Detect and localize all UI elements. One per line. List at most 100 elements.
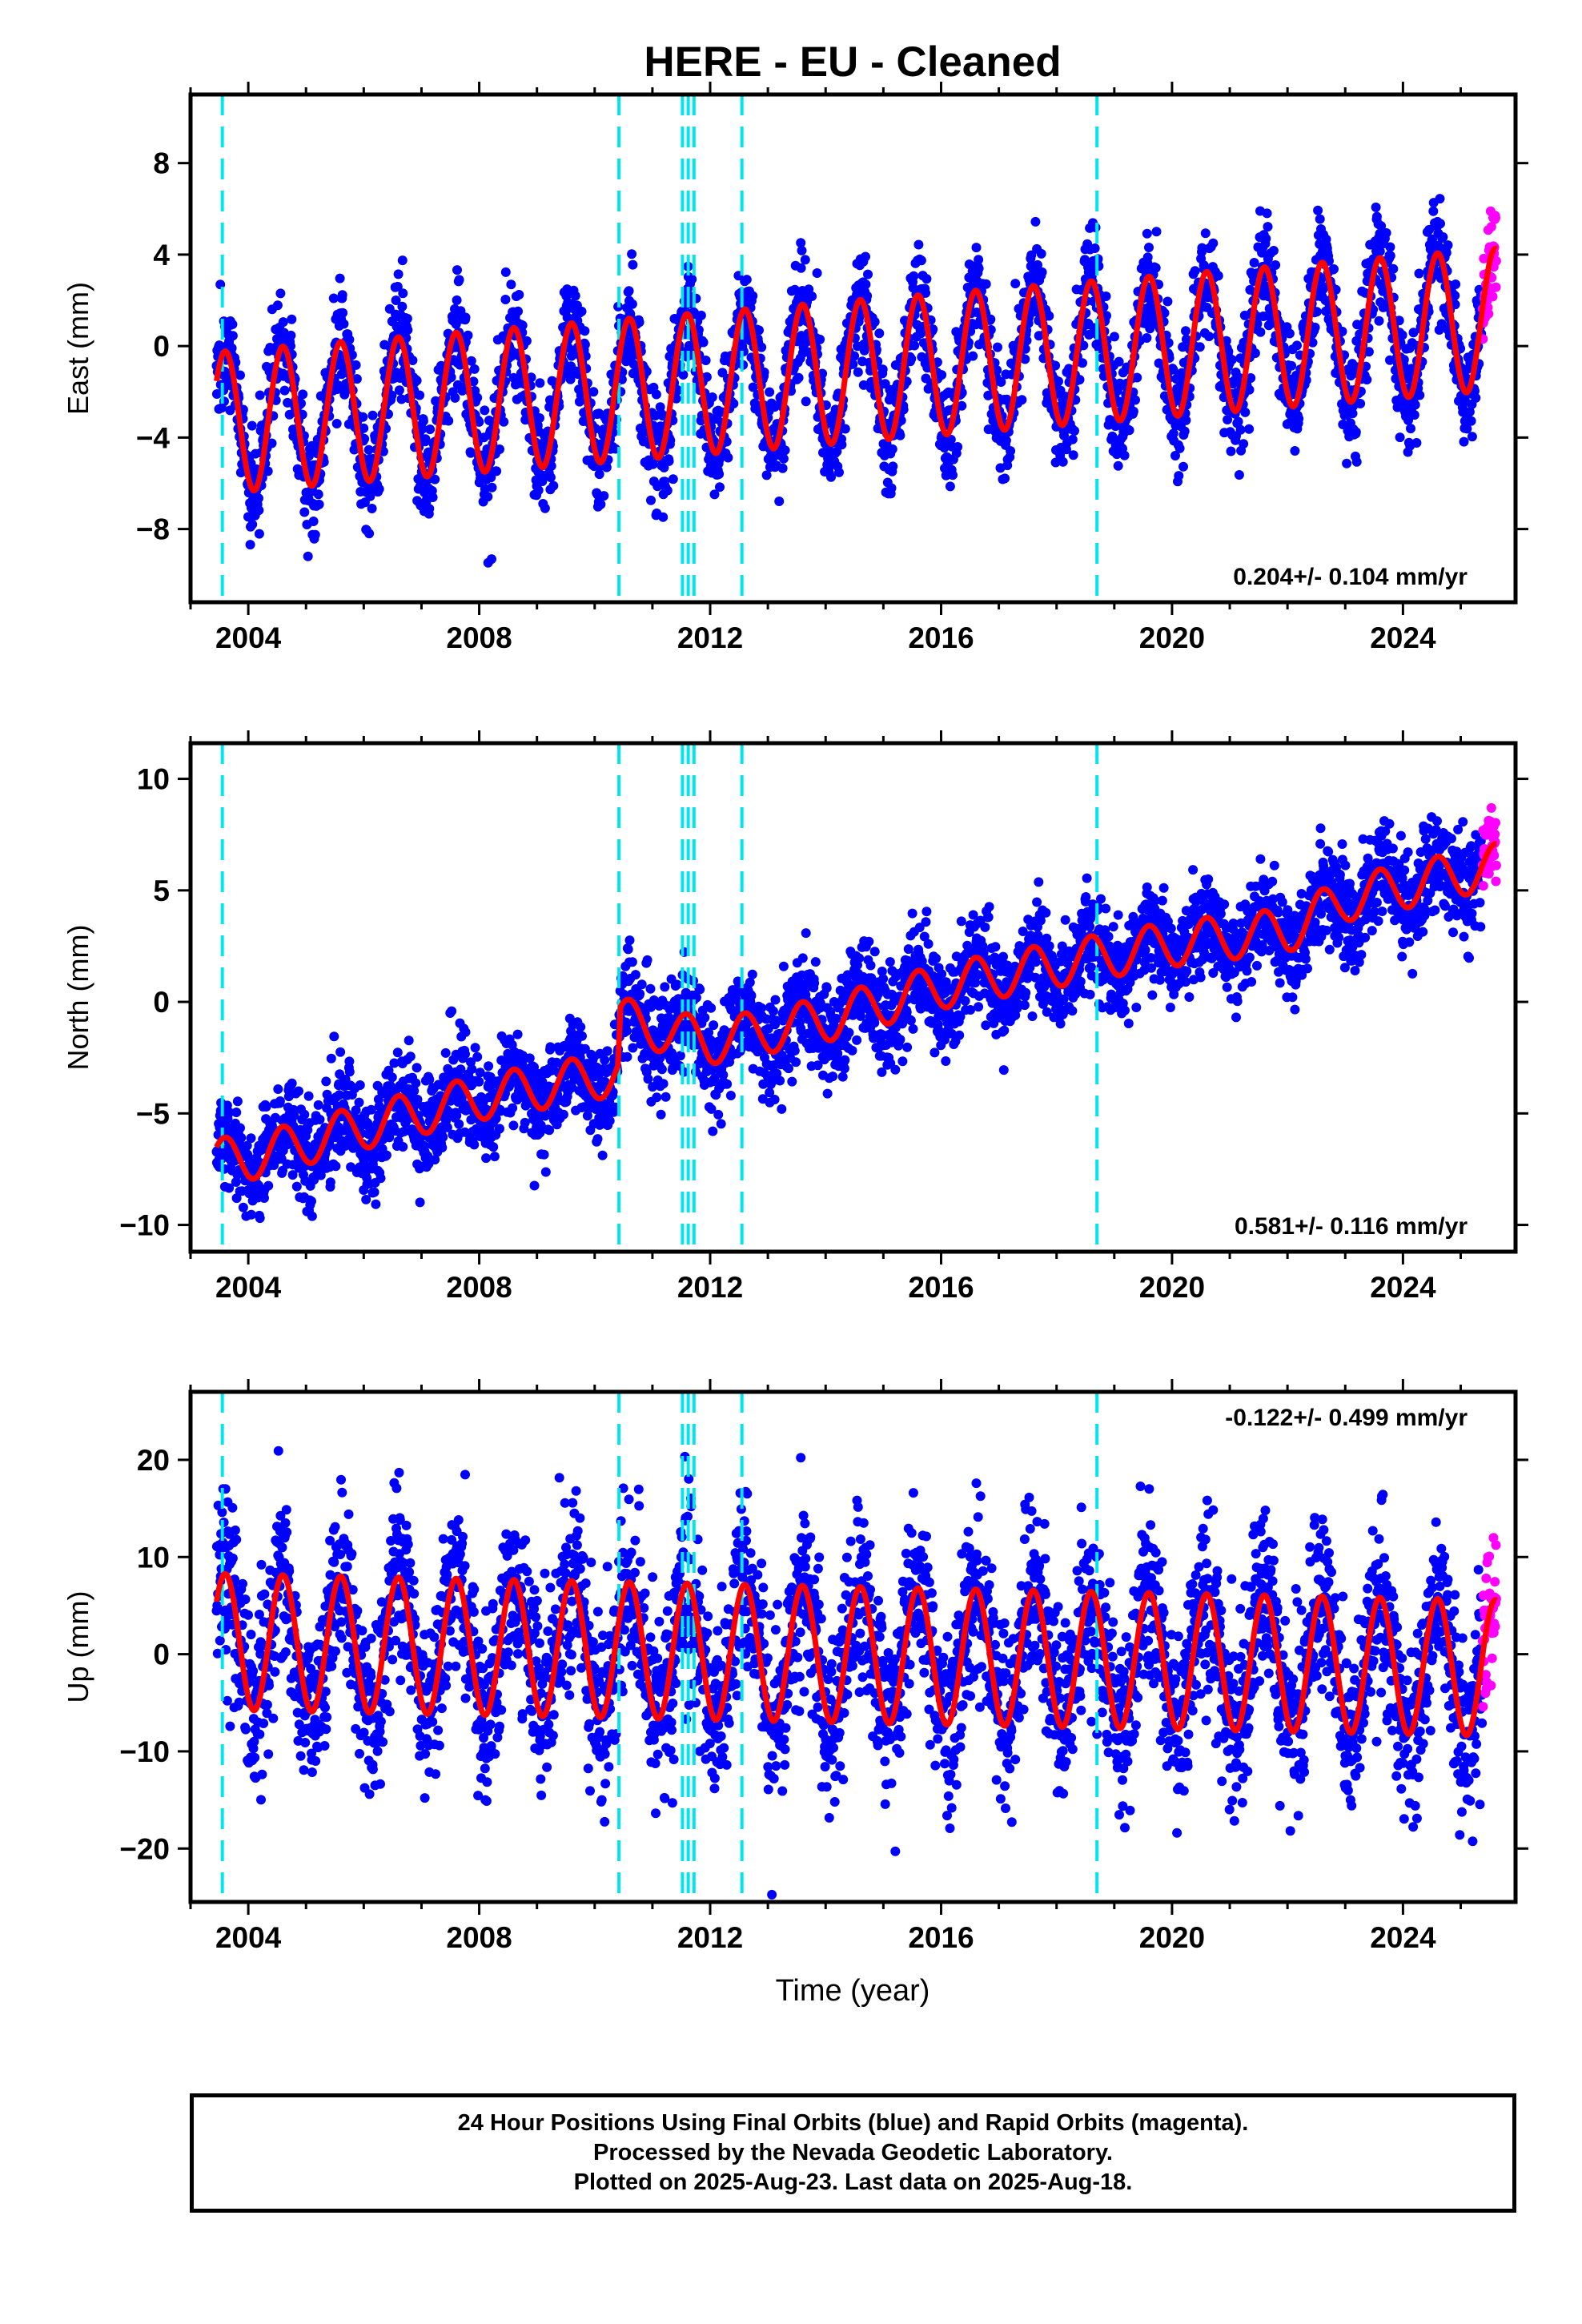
final-orbit-point <box>815 334 825 344</box>
final-orbit-point <box>789 284 800 295</box>
final-orbit-point <box>777 463 788 473</box>
final-orbit-point <box>646 495 656 505</box>
final-orbit-point <box>420 434 431 444</box>
final-orbit-point <box>1466 416 1476 426</box>
final-orbit-point <box>1068 450 1078 460</box>
final-orbit-point <box>1213 271 1223 281</box>
final-orbit-point <box>1090 243 1100 253</box>
final-orbit-point <box>1162 296 1173 307</box>
final-orbit-point <box>1290 446 1300 456</box>
final-orbit-point <box>1181 326 1191 336</box>
final-orbit-point <box>623 944 633 955</box>
final-orbit-point <box>1374 316 1384 326</box>
final-orbit-point <box>886 483 897 493</box>
final-orbit-point <box>331 1161 341 1172</box>
final-orbit-point <box>287 1078 297 1088</box>
final-orbit-point <box>1114 356 1124 367</box>
final-orbit-point <box>723 452 733 463</box>
final-orbit-point <box>974 255 984 265</box>
final-orbit-point <box>398 1142 408 1152</box>
final-orbit-point <box>1410 400 1420 410</box>
final-orbit-point <box>592 1134 603 1144</box>
final-orbit-point <box>801 396 811 407</box>
final-orbit-point <box>232 1096 243 1107</box>
final-orbit-point <box>444 416 454 426</box>
final-orbit-point <box>1240 407 1251 417</box>
final-orbit-point <box>437 1143 448 1152</box>
final-orbit-point <box>344 1056 355 1067</box>
final-orbit-point <box>909 340 920 351</box>
final-orbit-point <box>326 1053 336 1063</box>
final-orbit-point <box>325 1177 335 1188</box>
final-orbit-point <box>634 317 644 328</box>
final-orbit-point <box>286 330 296 340</box>
final-orbit-point <box>861 279 871 290</box>
final-orbit-point <box>1179 426 1190 436</box>
final-orbit-point <box>540 503 550 513</box>
final-orbit-point <box>329 1031 339 1042</box>
east-axis-label: East (mm) <box>62 282 94 415</box>
final-orbit-point <box>254 493 263 504</box>
final-orbit-point <box>604 1116 615 1126</box>
final-orbit-point <box>748 382 758 392</box>
x-tick-label: 2020 <box>1139 621 1205 654</box>
final-orbit-point <box>1250 348 1260 358</box>
final-orbit-point <box>263 466 273 476</box>
x-tick-label: 2012 <box>677 621 743 654</box>
final-orbit-point <box>1406 424 1415 434</box>
final-orbit-point <box>521 336 532 346</box>
final-orbit-point <box>307 1196 316 1206</box>
final-orbit-point <box>630 970 640 980</box>
final-orbit-point <box>1427 234 1437 244</box>
final-orbit-point <box>1170 451 1180 460</box>
final-orbit-point <box>658 512 669 522</box>
final-orbit-point <box>363 444 374 455</box>
final-orbit-point <box>957 400 967 411</box>
final-orbit-point <box>267 438 277 448</box>
final-orbit-point <box>1385 242 1395 252</box>
final-orbit-point <box>600 1055 610 1065</box>
final-orbit-point <box>517 320 528 331</box>
final-orbit-point <box>1342 458 1352 468</box>
final-orbit-point <box>338 308 348 318</box>
final-orbit-point <box>1451 279 1461 289</box>
y-tick-label: 8 <box>153 147 170 180</box>
final-orbit-point <box>1142 333 1152 343</box>
final-orbit-point <box>668 474 678 485</box>
final-orbit-point <box>1461 373 1472 384</box>
final-orbit-point <box>1239 439 1249 449</box>
final-orbit-point <box>451 319 461 329</box>
y-tick-label: −8 <box>136 513 170 546</box>
final-orbit-point <box>971 243 982 253</box>
final-orbit-point <box>1150 263 1161 273</box>
final-orbit-point <box>279 385 290 396</box>
final-orbit-point <box>495 1124 504 1134</box>
final-orbit-point <box>1471 392 1481 403</box>
final-orbit-point <box>291 1181 302 1192</box>
final-orbit-point <box>1347 408 1358 419</box>
final-orbit-point <box>254 529 264 539</box>
final-orbit-point <box>913 239 924 250</box>
final-orbit-point <box>1006 446 1016 456</box>
final-orbit-point <box>460 312 471 323</box>
final-orbit-point <box>227 331 238 341</box>
final-orbit-point <box>1142 252 1153 263</box>
final-orbit-point <box>333 380 343 391</box>
final-orbit-point <box>1074 375 1085 385</box>
final-orbit-point <box>298 389 308 400</box>
final-orbit-point <box>898 404 909 415</box>
final-orbit-point <box>627 249 637 259</box>
final-orbit-point <box>238 1202 248 1212</box>
final-orbit-point <box>474 1076 484 1087</box>
final-orbit-point <box>474 416 484 427</box>
final-orbit-point <box>245 540 255 550</box>
final-orbit-point <box>748 291 758 301</box>
final-orbit-point <box>272 300 283 311</box>
final-orbit-point <box>826 472 836 482</box>
final-orbit-point <box>308 517 319 526</box>
final-orbit-point <box>344 1067 355 1077</box>
final-orbit-point <box>887 444 897 454</box>
final-orbit-point <box>765 387 775 397</box>
final-orbit-point <box>754 325 764 336</box>
final-orbit-point <box>367 410 378 420</box>
